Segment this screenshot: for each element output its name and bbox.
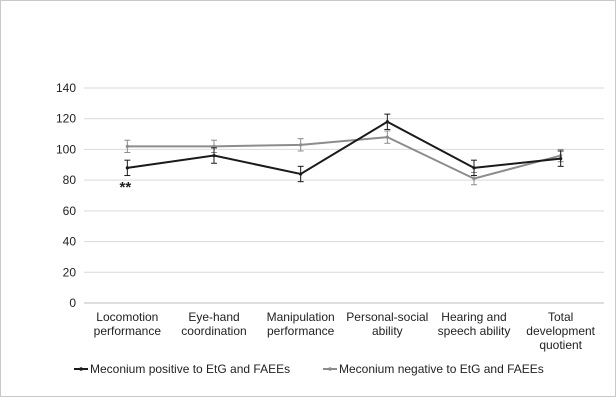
x-category-label: Locomotion performance: [94, 310, 162, 338]
x-category-label: Personal-social ability: [346, 310, 428, 338]
data-point: [559, 157, 563, 161]
x-category-label: Eye-hand coordination: [181, 310, 246, 338]
x-axis-categories: Locomotion performance Eye-hand coordinatio…: [94, 310, 596, 352]
gridlines: [84, 87, 604, 304]
legend-label: Meconium negative to EtG and FAEEs: [339, 362, 544, 376]
series-line: [127, 136, 561, 180]
y-axis-ticks: 0 20 40 60 80 100 120 140: [56, 81, 76, 310]
data-point: [125, 166, 129, 170]
significance-marker: **: [119, 179, 131, 196]
y-tick-label: 120: [56, 112, 76, 126]
data-point: [299, 172, 303, 176]
series-1: [124, 113, 564, 183]
data-point: [212, 144, 216, 148]
x-category-label: Hearing and speech ability: [438, 310, 511, 338]
x-category-label: Total development quotient: [526, 310, 595, 352]
data-point: [212, 153, 216, 158]
legend-label: Meconium positive to EtG and FAEEs: [90, 362, 290, 376]
annotations: **: [119, 179, 131, 196]
legend-marker: [79, 367, 83, 371]
series-2: [124, 130, 564, 186]
data-point: [385, 120, 389, 124]
legend-marker: [328, 367, 332, 371]
legend: Meconium positive to EtG and FAEEs Meconi…: [74, 362, 544, 376]
data-point: [472, 166, 476, 170]
y-tick-label: 80: [63, 173, 77, 187]
data-point: [299, 143, 303, 147]
x-category-label: Manipulation performance: [267, 310, 335, 338]
data-point: [472, 177, 476, 181]
data-point: [385, 135, 389, 139]
series-line: [127, 120, 561, 176]
y-tick-label: 100: [56, 142, 76, 156]
data-point: [125, 144, 129, 148]
y-tick-label: 140: [56, 81, 76, 95]
y-tick-label: 60: [63, 204, 77, 218]
y-tick-label: 40: [63, 235, 77, 249]
y-tick-label: 20: [63, 265, 77, 279]
series-layer: [124, 113, 564, 186]
y-tick-label: 0: [69, 296, 76, 310]
